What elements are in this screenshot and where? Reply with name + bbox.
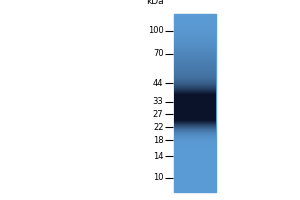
Text: 22: 22 <box>153 123 164 132</box>
Text: 10: 10 <box>153 173 164 182</box>
Text: 44: 44 <box>153 79 164 88</box>
Text: 27: 27 <box>153 110 164 119</box>
Text: 14: 14 <box>153 152 164 161</box>
Text: 18: 18 <box>153 136 164 145</box>
Text: kDa: kDa <box>146 0 164 6</box>
Text: 33: 33 <box>153 97 164 106</box>
Text: 100: 100 <box>148 26 164 35</box>
Text: 70: 70 <box>153 49 164 58</box>
Bar <box>174 14 216 192</box>
